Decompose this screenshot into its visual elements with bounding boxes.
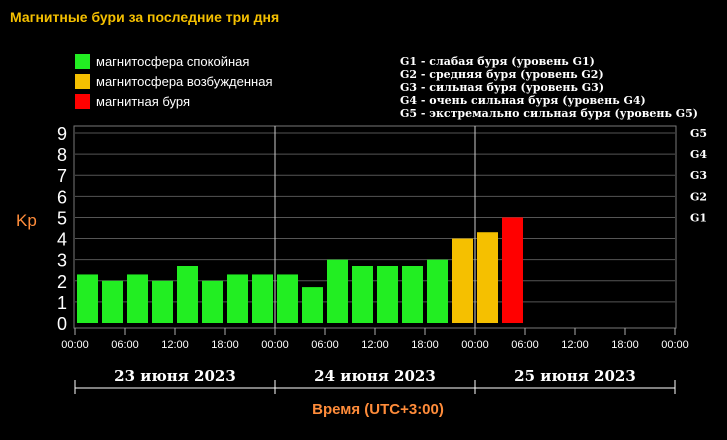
- storm-legend-g1: G1 - слабая буря (уровень G1): [400, 55, 595, 68]
- bar: [227, 274, 248, 323]
- y-tick-label: 8: [57, 145, 67, 165]
- storm-level-legend: G1 - слабая буря (уровень G1) G2 - средн…: [400, 55, 698, 120]
- bar: [277, 274, 298, 323]
- x-tick-label: 00:00: [61, 339, 89, 351]
- bar: [77, 274, 98, 323]
- storm-legend-g2: G2 - средняя буря (уровень G2): [400, 68, 604, 81]
- bar: [202, 280, 223, 323]
- x-tick-label: 06:00: [111, 339, 139, 351]
- storm-legend-g5: G5 - экстремально сильная буря (уровень …: [400, 107, 698, 120]
- x-tick-label: 18:00: [211, 339, 239, 351]
- storm-legend-g4: G4 - очень сильная буря (уровень G4): [400, 94, 646, 107]
- y-tick-label: 1: [57, 293, 67, 313]
- legend-label-active: магнитосфера возбужденная: [96, 74, 273, 89]
- legend-swatch-quiet: [75, 54, 90, 69]
- g-level-label: G5: [690, 127, 707, 140]
- day-label: 23 июня 2023: [114, 367, 236, 385]
- legend-label-quiet: магнитосфера спокойная: [96, 54, 249, 69]
- bar: [102, 280, 123, 323]
- legend-swatch-active: [75, 74, 90, 89]
- g-level-label: G2: [690, 190, 707, 203]
- bar: [502, 217, 523, 323]
- y-tick-label: 7: [57, 166, 67, 186]
- color-legend: магнитосфера спокойная магнитосфера возб…: [75, 54, 273, 109]
- x-tick-labels: 00:00 06:00 12:00 18:00 00:00 06:00 12:00 18:00…: [61, 328, 689, 351]
- y-tick-label: 0: [57, 314, 67, 334]
- page-title: Магнитные бури за последние три дня: [10, 9, 279, 25]
- y-tick-label: 9: [57, 124, 67, 144]
- y-tick-label: 5: [57, 208, 67, 228]
- bar: [127, 274, 148, 323]
- grid-lines: [75, 132, 675, 303]
- bar: [302, 287, 323, 323]
- bar: [452, 238, 473, 323]
- bar: [352, 266, 373, 323]
- y-tick-label: 4: [57, 230, 67, 250]
- bar: [177, 266, 198, 323]
- day-brackets: 23 июня 2023 24 июня 2023 25 июня 2023: [74, 367, 676, 394]
- bars: [77, 217, 523, 323]
- x-tick-label: 18:00: [411, 339, 439, 351]
- g-level-labels: G1 G2 G3 G4 G5: [690, 127, 707, 224]
- x-tick-label: 12:00: [361, 339, 389, 351]
- bar: [402, 266, 423, 323]
- x-tick-label: 06:00: [511, 339, 539, 351]
- g-level-label: G4: [690, 148, 707, 161]
- bar: [427, 259, 448, 323]
- bar: [377, 266, 398, 323]
- bar: [152, 280, 173, 323]
- bar: [327, 259, 348, 323]
- x-tick-label: 18:00: [611, 339, 639, 351]
- y-tick-label: 6: [57, 187, 67, 207]
- x-tick-label: 00:00: [461, 339, 489, 351]
- legend-swatch-storm: [75, 94, 90, 109]
- y-axis-label: Kp: [16, 211, 37, 230]
- x-tick-label: 06:00: [311, 339, 339, 351]
- x-tick-label: 00:00: [261, 339, 289, 351]
- y-tick-label: 3: [57, 251, 67, 271]
- day-separators: [274, 126, 476, 328]
- x-tick-label: 12:00: [161, 339, 189, 351]
- g-level-label: G1: [690, 211, 707, 224]
- day-label: 24 июня 2023: [314, 367, 436, 385]
- g-level-label: G3: [690, 169, 707, 182]
- legend-label-storm: магнитная буря: [96, 94, 190, 109]
- x-tick-label: 12:00: [561, 339, 589, 351]
- bar: [477, 232, 498, 323]
- x-tick-label: 00:00: [661, 339, 689, 351]
- y-tick-label: 2: [57, 272, 67, 292]
- day-label: 25 июня 2023: [514, 367, 636, 385]
- x-axis-label: Время (UTC+3:00): [312, 401, 444, 418]
- storm-legend-g3: G3 - сильная буря (уровень G3): [400, 81, 604, 94]
- bar: [252, 274, 273, 323]
